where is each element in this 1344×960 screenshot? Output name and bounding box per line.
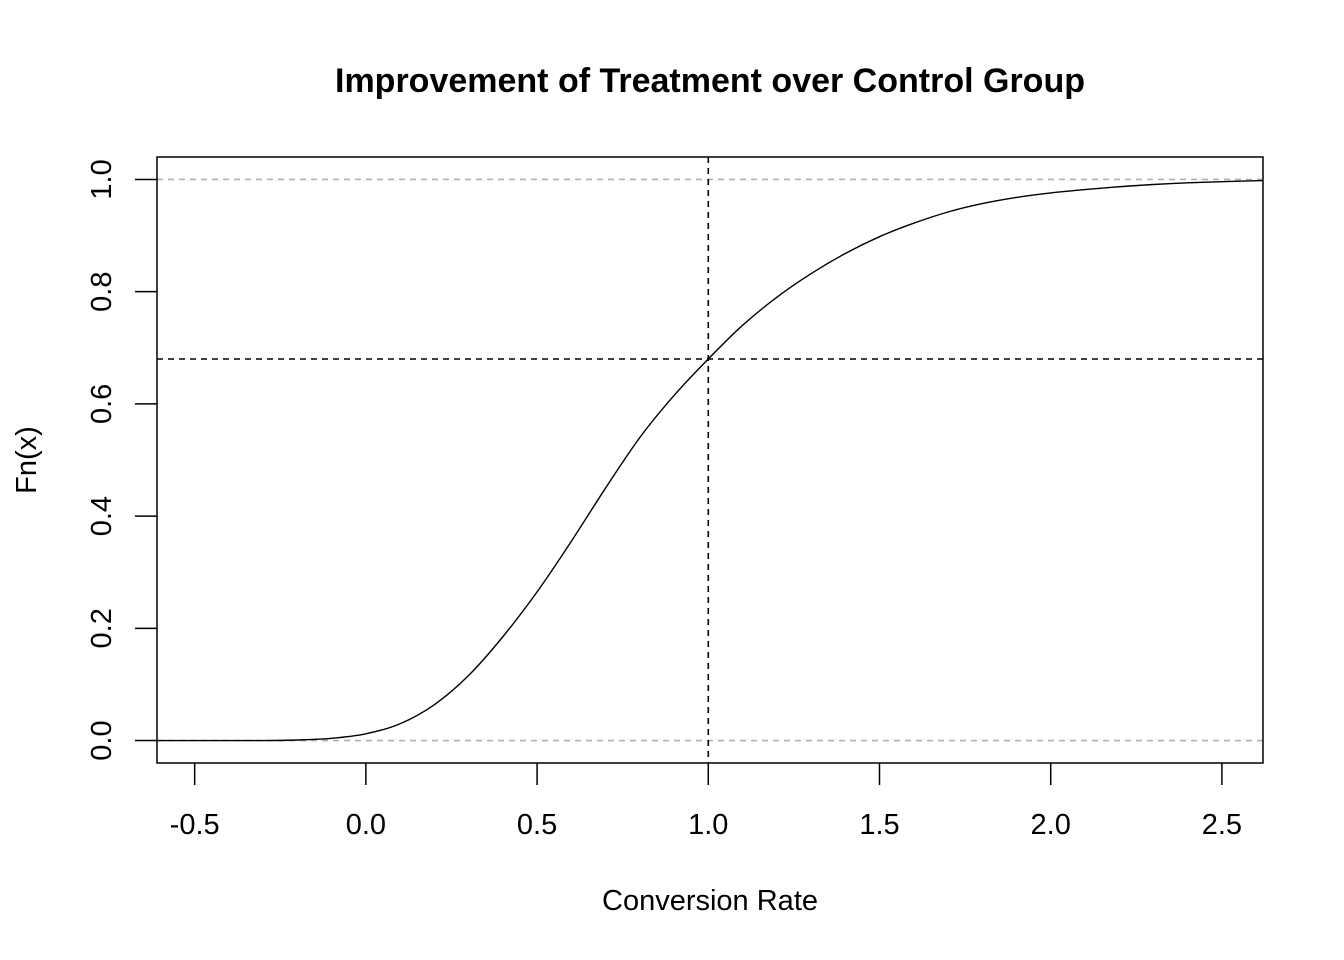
- ecdf-curve-0: [156, 179, 1264, 742]
- x-tick-label-1: 0.0: [346, 809, 386, 841]
- series-layer: [156, 179, 1264, 742]
- reference-lines: [157, 157, 1263, 763]
- y-tick-label-5: 1.0: [86, 159, 118, 199]
- x-tick-label-4: 1.5: [859, 809, 899, 841]
- x-axis-label: Conversion Rate: [602, 885, 818, 917]
- x-tick-label-3: 1.0: [688, 809, 728, 841]
- y-tick-label-0: 0.0: [86, 720, 118, 760]
- x-tick-label-6: 2.5: [1202, 809, 1242, 841]
- y-tick-label-3: 0.6: [86, 384, 118, 424]
- x-tick-label-2: 0.5: [517, 809, 557, 841]
- y-tick-label-1: 0.2: [86, 608, 118, 648]
- y-axis-label: Fn(x): [11, 426, 43, 494]
- y-axis: 0.0 0.2 0.4 0.6 0.8 1.0: [86, 159, 157, 761]
- y-tick-label-2: 0.4: [86, 496, 118, 536]
- y-tick-label-4: 0.8: [86, 272, 118, 312]
- plot-frame: [156, 156, 1264, 764]
- x-axis: -0.5 0.0 0.5 1.0 1.5 2.0 2.5: [170, 763, 1242, 841]
- x-tick-label-0: -0.5: [170, 809, 220, 841]
- x-tick-label-5: 2.0: [1031, 809, 1071, 841]
- chart-title: Improvement of Treatment over Control Gr…: [335, 62, 1085, 100]
